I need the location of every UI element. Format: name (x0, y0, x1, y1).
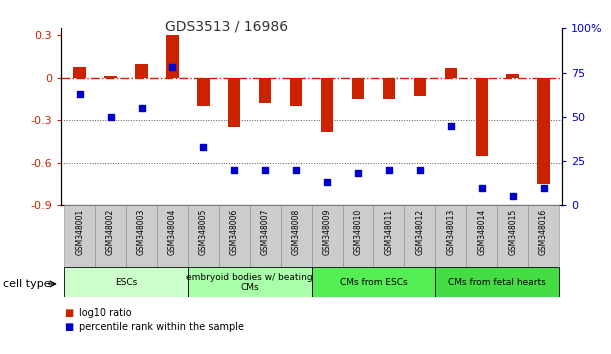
Text: GSM348013: GSM348013 (446, 209, 455, 255)
Text: ESCs: ESCs (115, 278, 137, 287)
Text: CMs from ESCs: CMs from ESCs (340, 278, 408, 287)
Bar (280, 205, 312, 267)
Bar (538, 78, 550, 184)
Bar (73, 67, 86, 78)
Point (199, 144, 208, 150)
Bar (135, 64, 148, 78)
Point (539, 185, 549, 190)
Text: GSM348002: GSM348002 (106, 209, 115, 255)
Text: GSM348006: GSM348006 (230, 209, 239, 255)
Point (167, 64, 177, 70)
Bar (312, 205, 343, 267)
Text: log10 ratio: log10 ratio (79, 308, 132, 318)
Text: ■: ■ (64, 322, 73, 332)
Bar (166, 35, 178, 78)
Text: GSM348004: GSM348004 (168, 209, 177, 255)
Bar (435, 205, 466, 267)
Bar (507, 74, 519, 78)
Bar (95, 205, 126, 267)
Bar (528, 205, 559, 267)
Bar (197, 78, 210, 106)
Bar (64, 205, 95, 267)
Bar (321, 78, 333, 132)
Bar (445, 68, 457, 78)
Point (322, 179, 332, 185)
Bar (259, 78, 271, 103)
Text: GDS3513 / 16986: GDS3513 / 16986 (164, 19, 288, 34)
Text: GSM348015: GSM348015 (508, 209, 517, 255)
Bar (219, 205, 250, 267)
Bar (188, 267, 312, 297)
Text: cell type: cell type (3, 279, 51, 289)
Bar (373, 205, 404, 267)
Bar (382, 78, 395, 99)
Text: GSM348009: GSM348009 (323, 209, 332, 255)
Bar (290, 78, 302, 106)
Bar (228, 78, 241, 127)
Bar (343, 205, 373, 267)
Point (229, 167, 239, 173)
Point (260, 167, 270, 173)
Point (137, 105, 147, 111)
Bar (188, 205, 219, 267)
Point (106, 114, 115, 120)
Point (353, 171, 363, 176)
Text: ■: ■ (64, 308, 73, 318)
Text: GSM348001: GSM348001 (75, 209, 84, 255)
Bar (312, 267, 435, 297)
Bar (414, 78, 426, 96)
Bar (497, 205, 528, 267)
Bar (404, 205, 435, 267)
Point (446, 123, 456, 129)
Text: GSM348011: GSM348011 (384, 209, 393, 255)
Bar (104, 76, 117, 78)
Text: percentile rank within the sample: percentile rank within the sample (79, 322, 244, 332)
Bar (475, 78, 488, 156)
Bar (352, 78, 364, 99)
Bar (466, 205, 497, 267)
Text: embryoid bodies w/ beating
CMs: embryoid bodies w/ beating CMs (186, 273, 313, 292)
Bar (157, 205, 188, 267)
Bar (435, 267, 559, 297)
Text: GSM348014: GSM348014 (477, 209, 486, 255)
Bar (250, 205, 280, 267)
Text: GSM348012: GSM348012 (415, 209, 425, 255)
Point (477, 185, 486, 190)
Text: CMs from fetal hearts: CMs from fetal hearts (448, 278, 546, 287)
Text: GSM348005: GSM348005 (199, 209, 208, 255)
Point (415, 167, 425, 173)
Text: GSM348007: GSM348007 (261, 209, 269, 255)
Point (508, 194, 518, 199)
Point (291, 167, 301, 173)
Text: GSM348003: GSM348003 (137, 209, 146, 255)
Bar (126, 205, 157, 267)
Text: GSM348016: GSM348016 (539, 209, 548, 255)
Point (75, 91, 84, 97)
Point (384, 167, 394, 173)
Text: GSM348008: GSM348008 (291, 209, 301, 255)
Text: GSM348010: GSM348010 (354, 209, 362, 255)
Bar (64, 267, 188, 297)
